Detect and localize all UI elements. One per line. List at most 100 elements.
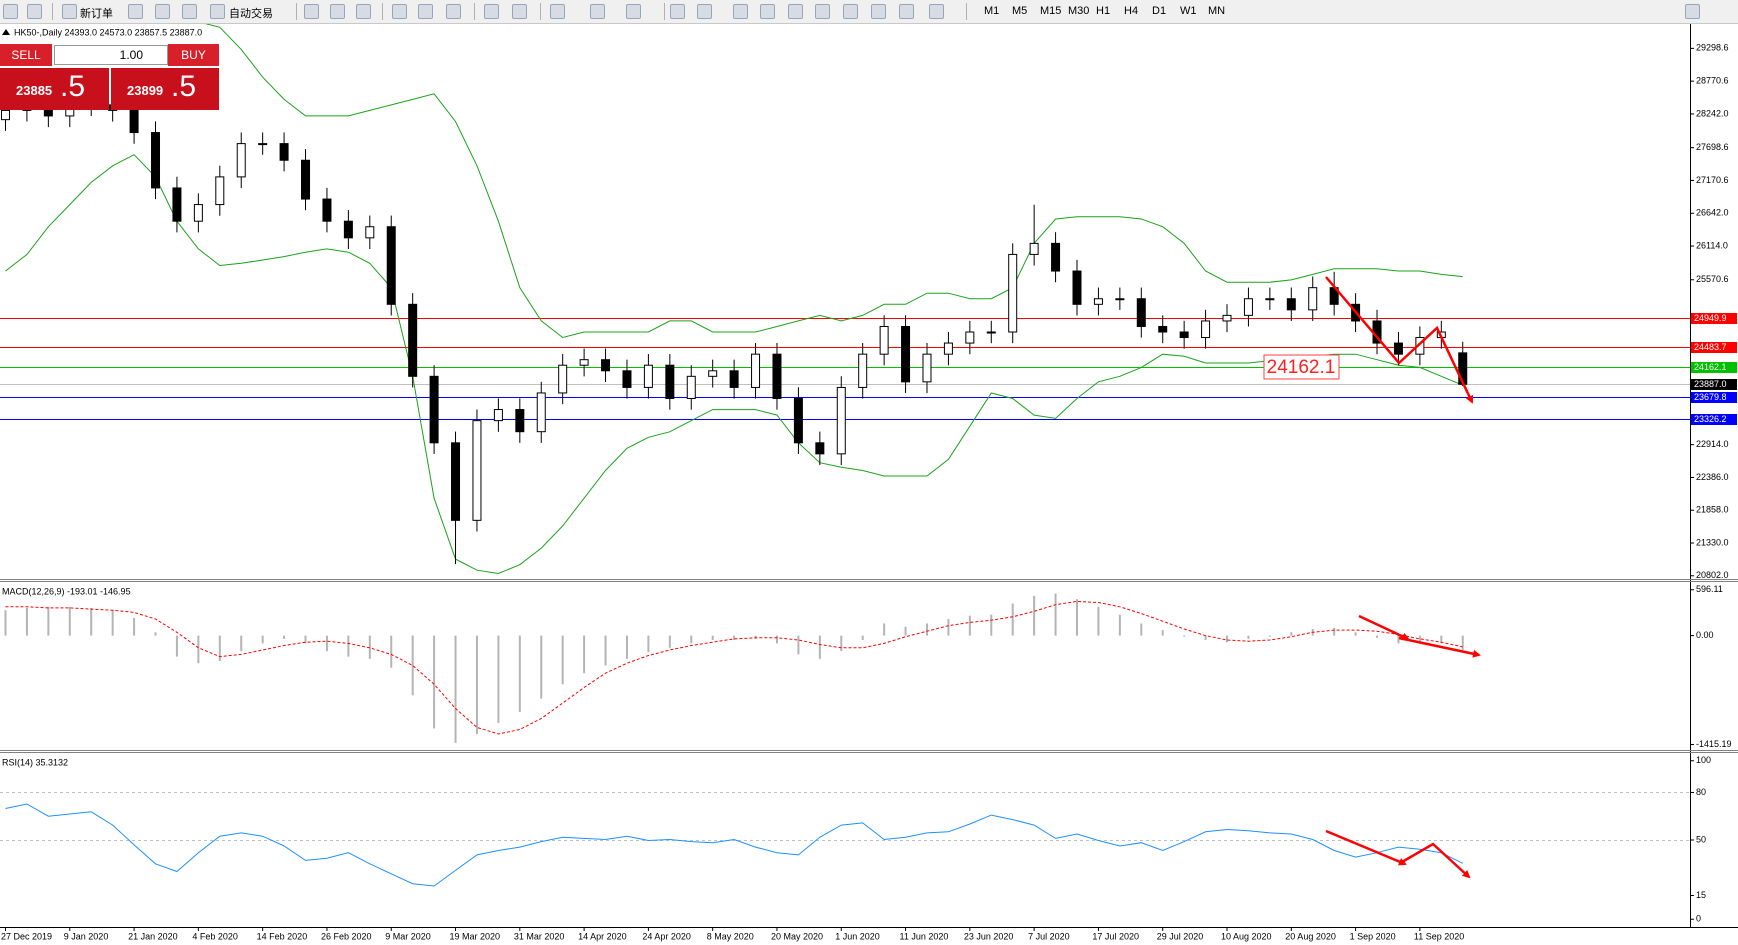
toolbar-icon[interactable] — [155, 4, 170, 19]
toolbar-icon[interactable] — [484, 4, 499, 19]
search-icon[interactable] — [1685, 4, 1700, 19]
buy-button[interactable]: BUY — [168, 44, 219, 66]
candle-body — [643, 364, 653, 388]
cursor-tool[interactable] — [670, 4, 685, 19]
macd-bar — [1097, 606, 1100, 636]
toolbar-icon[interactable] — [446, 4, 461, 19]
level-label-box — [1691, 379, 1737, 390]
collapse-icon[interactable] — [2, 29, 10, 35]
toolbar: 新订单 自动交易 M1 M5 M15 M30 H1 H4 D1 W1 MN — [0, 0, 1738, 24]
y-tick-label: 0 — [1696, 914, 1701, 924]
toolbar-icon[interactable] — [128, 4, 143, 19]
macd-bar — [518, 635, 521, 712]
candle-body — [665, 364, 675, 399]
macd-bar — [47, 606, 50, 636]
y-tick-label: 28242.0 — [1696, 108, 1729, 118]
macd-bar — [1440, 635, 1443, 644]
auto-trade-button[interactable]: 自动交易 — [229, 8, 273, 20]
y-tick-label: 27698.6 — [1696, 142, 1729, 152]
toolbar-icon[interactable] — [27, 4, 42, 19]
y-tick-label: 26642.0 — [1696, 208, 1729, 218]
auto-trade-icon[interactable] — [210, 4, 225, 19]
tool[interactable] — [843, 4, 858, 19]
x-tick-label: 20 Aug 2020 — [1285, 931, 1336, 941]
candle-body — [129, 109, 139, 134]
candle-body — [772, 353, 782, 399]
toolbar-icon[interactable] — [182, 4, 197, 19]
y-tick-label: 27170.6 — [1696, 175, 1729, 185]
ask-fraction: .5 — [171, 70, 197, 103]
ask-price[interactable]: 23899 .5 — [111, 68, 219, 110]
bid-main: 23885 — [16, 83, 53, 98]
chart-title: HK50-,Daily 24393.0 24573.0 23857.5 2388… — [14, 27, 202, 37]
timeframe-button[interactable]: W1 — [1180, 5, 1197, 17]
macd-bar — [1226, 635, 1229, 643]
vline-tool[interactable] — [733, 4, 748, 19]
trend-arrow — [1325, 276, 1474, 404]
x-tick-label: 14 Feb 2020 — [257, 931, 308, 941]
crosshair-tool[interactable] — [697, 4, 712, 19]
macd-bar — [711, 635, 714, 640]
timeframe-button[interactable]: H1 — [1096, 5, 1111, 17]
candle-body — [1393, 342, 1403, 355]
x-tick-label: 9 Jan 2020 — [64, 931, 109, 941]
level-label-box — [1691, 362, 1737, 373]
toolbar-icon[interactable] — [590, 4, 605, 19]
x-tick-label: 17 Jul 2020 — [1092, 931, 1139, 941]
toolbar-icon[interactable] — [3, 4, 18, 19]
macd-bar — [1076, 599, 1078, 636]
timeframe-button[interactable]: M1 — [984, 5, 1000, 17]
toolbar-icon[interactable] — [392, 4, 407, 19]
tool[interactable] — [929, 4, 944, 19]
candle-body — [1286, 298, 1296, 311]
x-tick-label: 31 Mar 2020 — [514, 931, 565, 941]
timeframe-button[interactable]: H4 — [1124, 5, 1139, 17]
timeframe-button[interactable]: MN — [1208, 5, 1226, 17]
macd-bar — [840, 635, 843, 652]
separator — [966, 3, 967, 20]
toolbar-icon[interactable] — [356, 4, 371, 19]
new-order-button[interactable]: 新订单 — [80, 8, 113, 20]
candle-body — [1243, 298, 1253, 316]
timeframe-button[interactable]: M5 — [1012, 5, 1028, 17]
candle-body — [301, 159, 311, 200]
separator — [296, 3, 297, 20]
macd-bar — [283, 635, 286, 639]
text-tool[interactable] — [871, 4, 886, 19]
macd-bar — [1140, 623, 1143, 636]
candle-body — [451, 442, 461, 521]
toolbar-icon[interactable] — [512, 4, 527, 19]
separator — [664, 3, 665, 20]
volume-input[interactable]: 1.00 — [54, 45, 168, 65]
toolbar-icon[interactable] — [626, 4, 641, 19]
new-order-icon[interactable] — [62, 4, 77, 19]
toolbar-icon[interactable] — [304, 4, 319, 19]
macd-bar — [1247, 635, 1250, 639]
y-tick-label: 596.11 — [1696, 584, 1723, 594]
candle-body — [1158, 325, 1168, 333]
label-tool[interactable] — [899, 4, 914, 19]
y-tick-label: 20802.0 — [1696, 570, 1729, 580]
timeframe-button[interactable]: D1 — [1152, 5, 1167, 17]
timeframe-button[interactable]: M15 — [1040, 5, 1062, 17]
macd-bar — [261, 635, 264, 644]
toolbar-icon[interactable] — [418, 4, 433, 19]
candle-body — [1222, 314, 1232, 322]
candle-body — [279, 143, 289, 161]
candle-body — [858, 353, 868, 388]
level-label: 23679.8 — [1694, 392, 1727, 402]
tool[interactable] — [815, 4, 830, 19]
x-tick-label: 8 May 2020 — [707, 931, 754, 941]
candle-body — [1136, 298, 1146, 327]
macd-bar — [1376, 635, 1379, 638]
x-tick-label: 19 Mar 2020 — [450, 931, 501, 941]
macd-bar — [1354, 632, 1357, 636]
sell-button[interactable]: SELL — [0, 44, 52, 66]
timeframe-button[interactable]: M30 — [1068, 5, 1090, 17]
bid-price[interactable]: 23885 .5 — [0, 68, 109, 110]
toolbar-icon[interactable] — [330, 4, 345, 19]
hline-tool[interactable] — [760, 4, 775, 19]
toolbar-icon[interactable] — [550, 4, 565, 19]
trendline-tool[interactable] — [788, 4, 803, 19]
y-tick-label: 80 — [1696, 787, 1706, 797]
